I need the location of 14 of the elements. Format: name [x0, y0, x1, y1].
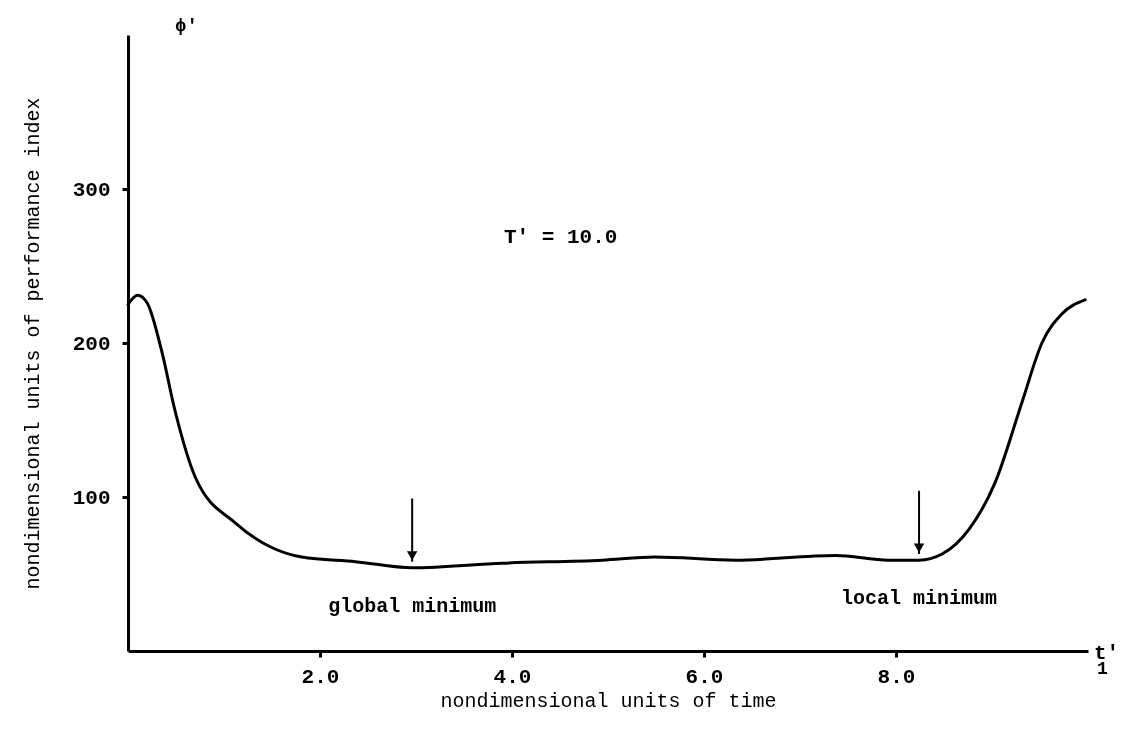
x-tick-label: 2.0	[301, 665, 340, 689]
x-tick-label: 8.0	[877, 665, 916, 689]
x-tick-label: 4.0	[493, 665, 532, 689]
text: t'1	[1094, 642, 1120, 679]
annotation: local minimum	[841, 587, 998, 611]
y-tick-label: 300	[72, 178, 111, 202]
y-axis-title: nondimensional units of performance index	[21, 97, 45, 590]
annotation: ϕ'	[175, 15, 198, 37]
annotation: global minimum	[328, 594, 497, 618]
y-tick-label: 100	[72, 486, 111, 510]
x-axis-title: nondimensional units of time	[440, 689, 777, 713]
x-tick-label: 6.0	[685, 665, 724, 689]
y-tick-label: 200	[72, 332, 111, 356]
annotation: T' = 10.0	[504, 226, 618, 249]
